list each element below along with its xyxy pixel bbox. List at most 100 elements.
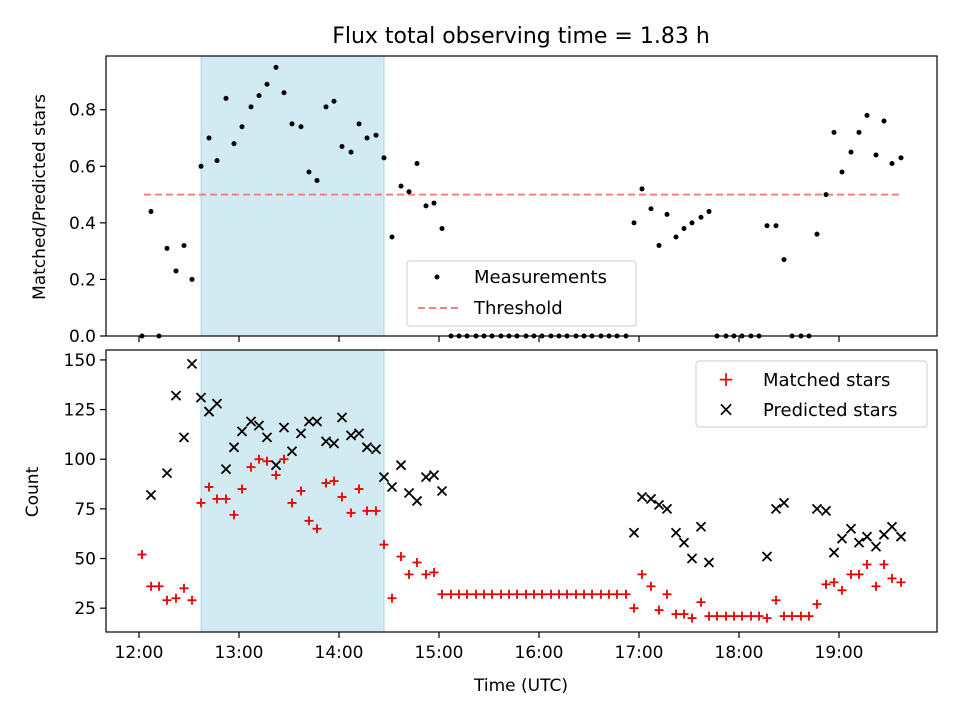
x-tick-label: 15:00 bbox=[415, 643, 464, 663]
predicted-point bbox=[328, 438, 340, 449]
measurement-point bbox=[256, 93, 262, 99]
predicted-point bbox=[161, 467, 173, 479]
matched-point bbox=[612, 589, 622, 599]
matched-point bbox=[646, 581, 656, 591]
measurement-point bbox=[231, 141, 237, 147]
matched-point bbox=[504, 589, 514, 599]
matched-point bbox=[737, 611, 747, 621]
predicted-point bbox=[270, 460, 282, 471]
matched-point bbox=[621, 589, 631, 599]
chart-title: Flux total observing time = 1.83 h bbox=[332, 24, 710, 49]
predicted-point bbox=[170, 390, 182, 401]
matched-point bbox=[787, 611, 797, 621]
predicted-point bbox=[303, 416, 315, 427]
measurement-point bbox=[864, 112, 870, 118]
measurement-point bbox=[214, 158, 220, 164]
measurement-point bbox=[414, 160, 420, 166]
measurement-point bbox=[181, 242, 187, 248]
measurement-point bbox=[706, 209, 712, 215]
predicted-point bbox=[286, 446, 298, 457]
bottom-axis-ticks: 12:00 13:00 14:00 15:00 16:00 17:00 18:00 19:00… bbox=[64, 351, 864, 663]
matched-point bbox=[204, 482, 214, 492]
measurement-point bbox=[373, 132, 379, 138]
matched-point bbox=[462, 589, 472, 599]
matched-point bbox=[362, 506, 372, 516]
matched-point bbox=[629, 603, 639, 613]
bottom-legend: + Matched stars × Predicted stars bbox=[695, 360, 928, 428]
matched-point bbox=[579, 589, 589, 599]
predicted-point bbox=[253, 420, 265, 431]
predicted-point bbox=[761, 551, 773, 562]
measurement-point bbox=[764, 223, 770, 229]
matched-point bbox=[296, 486, 306, 496]
matched-point bbox=[512, 589, 522, 599]
y-tick-label: 100 bbox=[64, 450, 96, 470]
predicted-point bbox=[361, 442, 373, 453]
matched-point bbox=[587, 589, 597, 599]
y-tick-label: 0.4 bbox=[69, 214, 96, 234]
measurement-point bbox=[773, 223, 779, 229]
measurement-point bbox=[389, 234, 395, 240]
matched-point bbox=[746, 611, 756, 621]
predicted-point bbox=[378, 471, 390, 483]
y-tick-label: 150 bbox=[64, 351, 96, 371]
matched-point bbox=[212, 494, 222, 504]
predicted-point bbox=[878, 529, 890, 540]
predicted-point bbox=[678, 537, 690, 548]
matched-point bbox=[321, 478, 331, 488]
measurement-point bbox=[264, 81, 270, 87]
matched-point bbox=[262, 456, 272, 466]
matched-point bbox=[387, 593, 397, 603]
predicted-point bbox=[886, 521, 898, 532]
matched-point bbox=[246, 462, 256, 472]
predicted-point bbox=[870, 541, 882, 552]
measurement-point bbox=[781, 257, 787, 263]
matched-point bbox=[779, 611, 789, 621]
measurement-point bbox=[189, 276, 195, 282]
matched-point bbox=[662, 589, 672, 599]
matched-point bbox=[546, 589, 556, 599]
predicted-point bbox=[686, 553, 698, 564]
measurement-point bbox=[164, 245, 170, 251]
predicted-point bbox=[836, 533, 848, 544]
measurement-point bbox=[656, 242, 662, 248]
measurement-point bbox=[206, 135, 212, 141]
measurement-point bbox=[889, 160, 895, 166]
matched-point bbox=[196, 498, 206, 508]
predicted-point bbox=[336, 412, 348, 423]
predicted-point bbox=[428, 469, 440, 481]
top-observing-window bbox=[200, 55, 385, 337]
predicted-point bbox=[770, 503, 782, 515]
measurement-point bbox=[239, 124, 245, 130]
matched-point bbox=[429, 567, 439, 577]
predicted-point bbox=[195, 392, 207, 403]
predicted-point bbox=[245, 416, 257, 427]
predicted-point bbox=[695, 521, 707, 532]
measurement-point bbox=[381, 155, 387, 161]
predicted-point bbox=[278, 422, 290, 433]
measurement-point bbox=[881, 118, 887, 124]
top-legend-box bbox=[406, 260, 637, 327]
measurement-point bbox=[664, 211, 670, 217]
measurement-point bbox=[339, 144, 345, 150]
predicted-point bbox=[395, 460, 407, 471]
measurement-point bbox=[398, 183, 404, 189]
y-tick-label: 25 bbox=[74, 599, 96, 619]
bottom-xlabel: Time (UTC) bbox=[473, 676, 568, 696]
measurement-point bbox=[298, 124, 304, 130]
x-tick-label: 19:00 bbox=[815, 643, 864, 663]
measurement-point bbox=[689, 220, 695, 226]
measurement-point bbox=[648, 206, 654, 212]
predicted-point bbox=[653, 499, 665, 511]
matched-point bbox=[637, 569, 647, 579]
matched-point bbox=[187, 595, 197, 605]
y-tick-label: 75 bbox=[74, 500, 96, 520]
matched-point bbox=[679, 609, 689, 619]
x-tick-label: 16:00 bbox=[515, 643, 564, 663]
predicted-point bbox=[211, 398, 223, 409]
matched-point bbox=[879, 559, 889, 569]
matched-point bbox=[479, 589, 489, 599]
top-panel: 0.00.20.40.60.8 Matched/Predicted stars … bbox=[30, 55, 938, 347]
measurement-point bbox=[348, 149, 354, 155]
x-tick-label: 17:00 bbox=[615, 643, 664, 663]
